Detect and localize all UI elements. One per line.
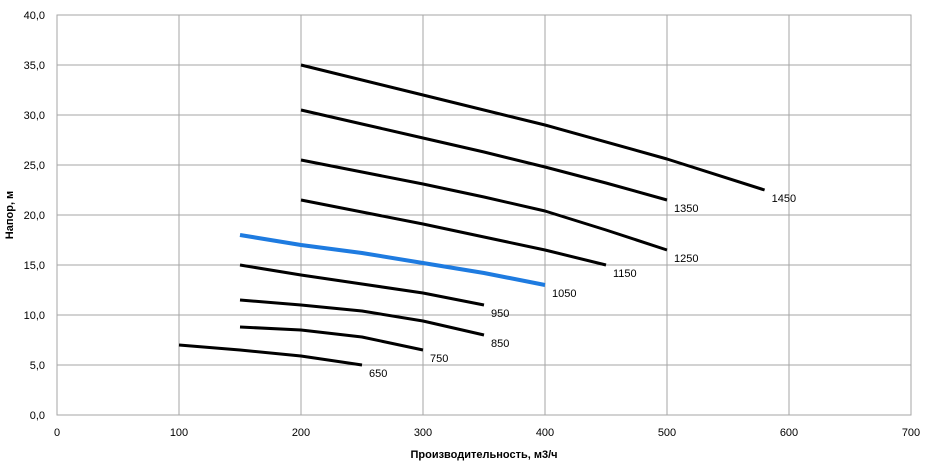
series-line-850 (239, 298, 485, 337)
x-axis-title: Производительность, м3/ч (410, 449, 557, 461)
series-line-950 (239, 263, 485, 307)
y-tick-label: 20,0 (24, 210, 45, 222)
y-tick-label: 35,0 (24, 60, 45, 72)
y-tick-label: 0,0 (30, 410, 45, 422)
x-tick-label: 0 (54, 427, 60, 439)
x-tick-label: 400 (536, 427, 554, 439)
x-axis-ticks: 0 100 200 300 400 500 600 700 (54, 427, 920, 439)
series-label-650: 650 (369, 368, 387, 380)
y-tick-label: 15,0 (24, 260, 45, 272)
series-label-950: 950 (491, 308, 509, 320)
series-label-750: 750 (430, 353, 448, 365)
y-tick-label: 25,0 (24, 160, 45, 172)
y-tick-label: 5,0 (30, 360, 45, 372)
series-line-1150 (300, 198, 607, 267)
x-tick-label: 300 (414, 427, 432, 439)
x-tick-label: 500 (658, 427, 676, 439)
series-line-1050 (239, 233, 546, 287)
series-label-1050: 1050 (552, 288, 576, 300)
series-line-650 (178, 343, 363, 367)
series-label-1450: 1450 (772, 193, 796, 205)
series-line-750 (239, 325, 424, 352)
series-labels: 650 750 850 950 1050 1150 1250 1350 1450 (369, 193, 796, 380)
y-tick-label: 40,0 (24, 10, 45, 22)
series-line-1350 (300, 108, 668, 202)
x-tick-label: 100 (170, 427, 188, 439)
series-label-1350: 1350 (674, 203, 698, 215)
plot-area (56, 14, 912, 416)
series-label-850: 850 (491, 338, 509, 350)
y-axis-title: Напор, м (4, 191, 16, 239)
series-line-1450 (300, 63, 766, 192)
grid (56, 14, 912, 416)
series-label-1150: 1150 (613, 268, 637, 280)
y-tick-label: 10,0 (24, 310, 45, 322)
series-lines (178, 63, 766, 367)
series-line-1250 (300, 158, 668, 252)
x-tick-label: 700 (902, 427, 920, 439)
series-label-1250: 1250 (674, 253, 698, 265)
y-tick-label: 30,0 (24, 110, 45, 122)
x-tick-label: 200 (292, 427, 310, 439)
x-tick-label: 600 (780, 427, 798, 439)
y-axis-ticks: 0,0 5,0 10,0 15,0 20,0 25,0 30,0 35,0 40,0 (24, 10, 45, 422)
